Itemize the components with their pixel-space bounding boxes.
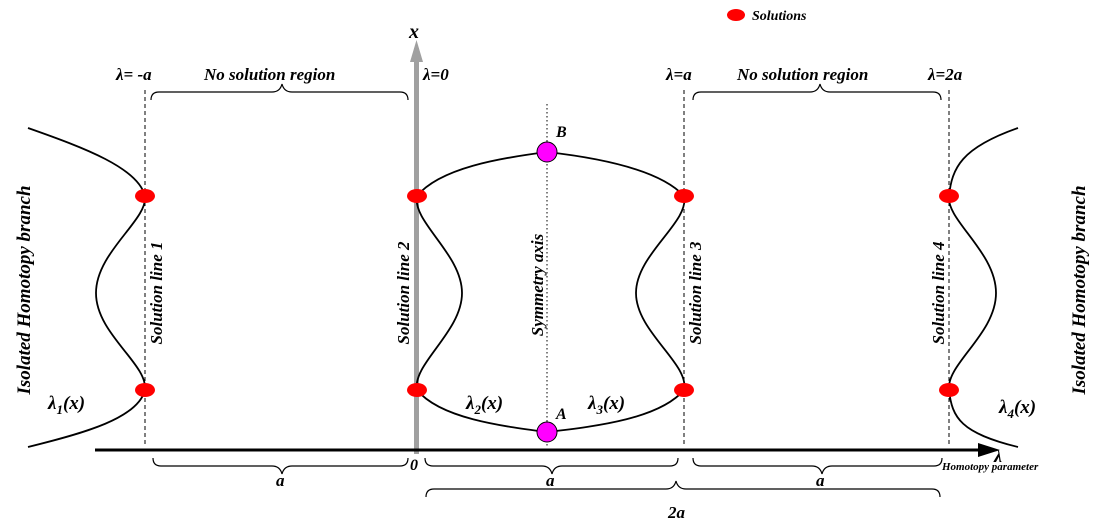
legend-solutions-label: Solutions [752,9,807,24]
origin-label: 0 [410,457,418,474]
isolated-branch-right-label: Isolated Homotopy branch [1069,185,1090,395]
lambda-axis-arrowhead [978,443,1000,457]
solution-dot-line2-upper [407,189,427,203]
brace-span-a-1 [152,457,409,475]
x-axis-arrowhead [410,40,423,62]
solution-line-3-label: Solution line 3 [686,241,705,344]
span-a-2-label: a [546,471,555,490]
solution-dot-line4-lower [939,383,959,397]
point-B [536,141,558,163]
span-a-3-label: a [816,471,825,490]
brace-no-solution-left [150,83,409,101]
marker-lambda-a: λ=a [665,65,692,84]
no-solution-region-left: No solution region [203,65,335,84]
lambda-axis-label: λ [993,446,1002,466]
point-B-label: B [555,124,567,141]
point-A-label: A [555,406,567,423]
curve-wiggle-line2 [415,195,463,391]
brace-no-solution-right [692,83,942,101]
x-axis-bar [414,48,419,454]
marker-lambda-2a: λ=2a [927,65,963,84]
solution-dot-line1-lower [135,383,155,397]
solution-dot-line3-upper [674,189,694,203]
symmetry-axis-label: Symmetry axis [528,233,547,336]
span-a-1-label: a [276,471,285,490]
solution-dot-line4-upper [939,189,959,203]
x-axis-label: x [408,21,419,43]
span-2a-label: 2a [667,503,686,522]
marker-lambda-zero: λ=0 [422,65,449,84]
curve-label-lambda4: λ4(x) [998,397,1036,421]
point-A [536,421,558,443]
brace-span-a-2 [424,457,679,475]
solution-dot-line1-upper [135,189,155,203]
no-solution-region-right: No solution region [736,65,868,84]
solution-line-1-label: Solution line 1 [147,242,166,345]
curve-wiggle-line3 [635,195,686,391]
curve-lambda4-branch [948,127,1019,448]
marker-lambda-minus-a: λ= -a [115,65,152,84]
isolated-branch-left-label: Isolated Homotopy branch [14,185,35,395]
solution-dot-line2-lower [407,383,427,397]
legend-solution-marker [727,9,745,21]
curve-label-lambda3: λ3(x) [587,393,625,417]
curve-label-lambda2: λ2(x) [465,393,503,417]
solution-line-2-label: Solution line 2 [394,241,413,344]
solution-dot-line3-lower [674,383,694,397]
curve-lambda1-branch [27,127,146,448]
brace-span-a-3 [692,457,943,475]
brace-span-2a [425,480,941,498]
solution-line-4-label: Solution line 4 [929,242,948,345]
lambda-axis-caption: Homotopy parameter [941,461,1039,473]
curve-label-lambda1: λ1(x) [47,393,85,417]
